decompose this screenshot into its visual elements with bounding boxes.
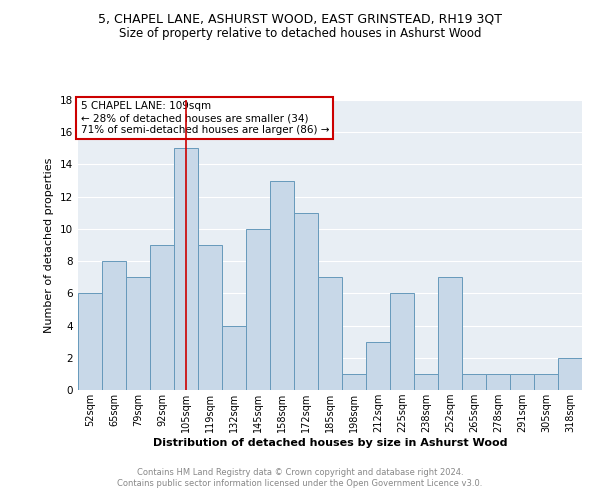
- Bar: [198, 245, 222, 390]
- Bar: [342, 374, 366, 390]
- Bar: [390, 294, 414, 390]
- Bar: [558, 358, 582, 390]
- Bar: [510, 374, 534, 390]
- Bar: [174, 148, 198, 390]
- Bar: [414, 374, 438, 390]
- Bar: [318, 277, 342, 390]
- Bar: [102, 261, 126, 390]
- Bar: [438, 277, 462, 390]
- Bar: [150, 245, 174, 390]
- Text: 5, CHAPEL LANE, ASHURST WOOD, EAST GRINSTEAD, RH19 3QT: 5, CHAPEL LANE, ASHURST WOOD, EAST GRINS…: [98, 12, 502, 26]
- Y-axis label: Number of detached properties: Number of detached properties: [44, 158, 55, 332]
- Text: Contains HM Land Registry data © Crown copyright and database right 2024.
Contai: Contains HM Land Registry data © Crown c…: [118, 468, 482, 487]
- Bar: [486, 374, 510, 390]
- Bar: [78, 294, 102, 390]
- Bar: [294, 213, 318, 390]
- Bar: [270, 180, 294, 390]
- Bar: [222, 326, 246, 390]
- Bar: [366, 342, 390, 390]
- Bar: [534, 374, 558, 390]
- X-axis label: Distribution of detached houses by size in Ashurst Wood: Distribution of detached houses by size …: [153, 438, 507, 448]
- Bar: [462, 374, 486, 390]
- Text: Size of property relative to detached houses in Ashurst Wood: Size of property relative to detached ho…: [119, 28, 481, 40]
- Bar: [126, 277, 150, 390]
- Text: 5 CHAPEL LANE: 109sqm
← 28% of detached houses are smaller (34)
71% of semi-deta: 5 CHAPEL LANE: 109sqm ← 28% of detached …: [80, 102, 329, 134]
- Bar: [246, 229, 270, 390]
